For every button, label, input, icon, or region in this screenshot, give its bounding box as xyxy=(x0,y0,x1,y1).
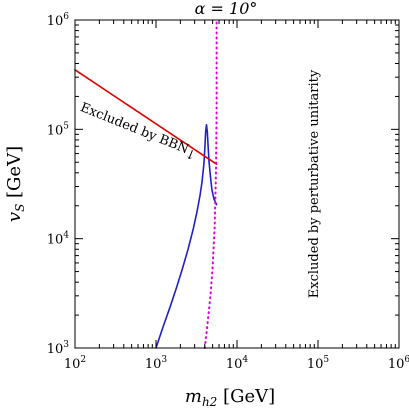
series-line-blue xyxy=(155,124,218,349)
y-tick-label: 103 xyxy=(47,340,70,357)
x-axis-title: mh2 [GeV] xyxy=(185,386,275,409)
y-tick-label: 105 xyxy=(47,121,70,138)
x-axis-title-sub: h2 xyxy=(202,395,217,409)
plot-title: α = 10° xyxy=(195,0,258,18)
annotation-unitarity: Excluded by perturbative unitarity xyxy=(307,69,322,298)
x-tick-label: 106 xyxy=(388,355,409,372)
x-tick-label: 102 xyxy=(64,355,86,372)
annotation-bbn-arrow: ↓ xyxy=(182,147,198,165)
y-tick-label: 106 xyxy=(47,12,70,29)
series-line-magenta xyxy=(203,19,218,349)
y-axis-title-sub: S xyxy=(13,204,27,212)
y-axis-title: vS [GeV] xyxy=(4,146,27,222)
x-axis-title-main: m xyxy=(185,386,202,407)
x-axis-title-unit: [GeV] xyxy=(217,386,275,407)
x-tick-label: 105 xyxy=(307,355,330,372)
x-tick-label: 103 xyxy=(145,355,168,372)
x-tick-label: 104 xyxy=(226,355,249,372)
series-line-red xyxy=(74,69,218,165)
series-layer xyxy=(74,19,218,349)
y-axis-title-main: v xyxy=(4,212,25,222)
y-axis-title-unit: [GeV] xyxy=(4,146,25,204)
y-tick-label: 104 xyxy=(47,231,70,248)
plot-frame xyxy=(74,19,400,349)
